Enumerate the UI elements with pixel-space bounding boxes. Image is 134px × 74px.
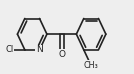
Text: O: O [58, 50, 65, 59]
Text: Cl: Cl [5, 45, 14, 54]
Text: N: N [36, 45, 43, 54]
Text: CH₃: CH₃ [84, 61, 98, 70]
